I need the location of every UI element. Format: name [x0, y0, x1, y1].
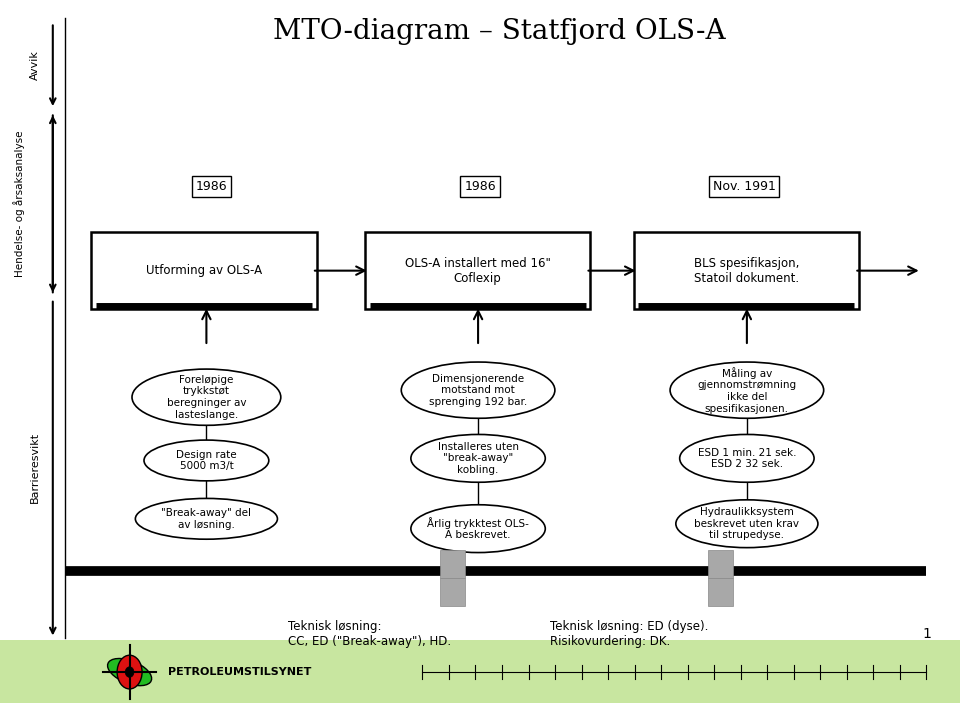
Bar [708, 578, 733, 606]
FancyBboxPatch shape [634, 232, 859, 309]
Ellipse shape [144, 440, 269, 481]
Text: ESD 1 min. 21 sek.
ESD 2 32 sek.: ESD 1 min. 21 sek. ESD 2 32 sek. [698, 448, 796, 469]
Ellipse shape [126, 666, 134, 678]
Text: Hydraulikksystem
beskrevet uten krav
til strupedyse.: Hydraulikksystem beskrevet uten krav til… [694, 507, 800, 541]
Text: Teknisk løsning:
CC, ED ("Break-away"), HD.: Teknisk løsning: CC, ED ("Break-away"), … [288, 620, 451, 648]
Text: Nov. 1991: Nov. 1991 [712, 180, 776, 193]
Text: Avvik: Avvik [30, 51, 39, 80]
Ellipse shape [676, 500, 818, 548]
Text: Design rate
5000 m3/t: Design rate 5000 m3/t [176, 450, 237, 471]
FancyBboxPatch shape [0, 640, 960, 703]
Text: Barrieresvikt: Barrieresvikt [30, 432, 39, 503]
Text: Installeres uten
"break-away"
kobling.: Installeres uten "break-away" kobling. [438, 441, 518, 475]
Text: "Break-away" del
av løsning.: "Break-away" del av løsning. [161, 508, 252, 529]
Bar [440, 578, 465, 606]
Text: 1986: 1986 [196, 180, 227, 193]
Bar [440, 550, 465, 578]
Text: MTO-diagram – Statfjord OLS-A: MTO-diagram – Statfjord OLS-A [273, 18, 726, 45]
Text: Dimensjonerende
motstand mot
sprenging 192 bar.: Dimensjonerende motstand mot sprenging 1… [429, 373, 527, 407]
Text: Måling av
gjennomstrømning
ikke del
spesifikasjonen.: Måling av gjennomstrømning ikke del spes… [697, 367, 797, 413]
Ellipse shape [680, 434, 814, 482]
Text: 1: 1 [923, 627, 931, 641]
Bar [708, 550, 733, 578]
Text: 1986: 1986 [465, 180, 495, 193]
Text: Teknisk løsning: ED (dyse).
Risikovurdering: DK.: Teknisk løsning: ED (dyse). Risikovurder… [550, 620, 708, 648]
FancyBboxPatch shape [365, 232, 590, 309]
Text: Årlig trykktest OLS-
A beskrevet.: Årlig trykktest OLS- A beskrevet. [427, 517, 529, 541]
Text: Foreløpige
trykkstøt
beregninger av
lasteslange.: Foreløpige trykkstøt beregninger av last… [167, 375, 246, 420]
Ellipse shape [401, 362, 555, 418]
Ellipse shape [411, 434, 545, 482]
Text: BLS spesifikasjon,
Statoil dokument.: BLS spesifikasjon, Statoil dokument. [694, 257, 799, 285]
Ellipse shape [670, 362, 824, 418]
Ellipse shape [132, 369, 280, 425]
Ellipse shape [411, 505, 545, 553]
Text: Utforming av OLS-A: Utforming av OLS-A [146, 264, 262, 277]
Text: OLS-A installert med 16"
Coflexip: OLS-A installert med 16" Coflexip [405, 257, 550, 285]
Text: Hendelse- og årsaksanalyse: Hendelse- og årsaksanalyse [13, 131, 25, 277]
Text: PETROLEUMSTILSYNET: PETROLEUMSTILSYNET [168, 667, 311, 677]
Ellipse shape [117, 655, 142, 689]
Ellipse shape [135, 498, 277, 539]
FancyBboxPatch shape [91, 232, 317, 309]
Ellipse shape [108, 659, 152, 685]
